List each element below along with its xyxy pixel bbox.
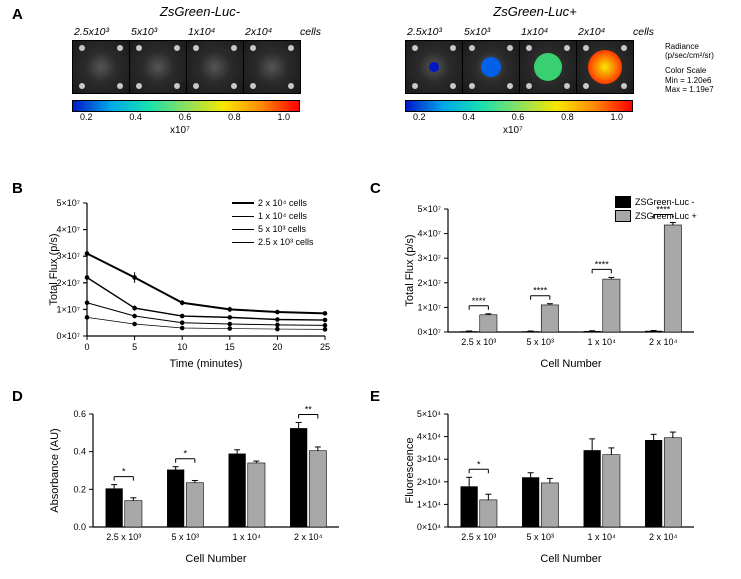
svg-text:**: ** [305,404,313,414]
panelD-chart: 0.0 0.2 0.4 0.6 * 2.5 x 10³ * 5 x 10³ 1 x 10⁴ ** 2… [45,400,345,565]
radiance-title: Radiance [665,42,735,51]
svg-text:5 x 10³: 5 x 10³ [526,532,554,542]
svg-text:15: 15 [225,342,235,352]
radiance-scale: Color Scale [665,66,735,75]
svg-text:Cell Number: Cell Number [540,553,601,565]
svg-text:2 x 10⁴: 2 x 10⁴ [294,532,323,542]
panelE-chart: 0×10⁴ 1×10⁴ 2×10⁴ 3×10⁴ 4×10⁴ 5×10⁴ * 2.5 x 10³… [400,400,700,565]
panelA-cellcount: 1x10⁴ [188,26,215,38]
panelA-left-title: ZsGreen-Luc- [110,4,290,19]
svg-text:5×10⁴: 5×10⁴ [417,409,441,419]
label-C: C [370,180,381,197]
panelA-right-cbunit: x10⁷ [503,125,523,136]
panelA-right-cellsword: cells [633,26,654,38]
panelB-legend-item: 1 x 10⁴ cells [232,211,307,221]
svg-text:25: 25 [320,342,330,352]
svg-text:Cell Number: Cell Number [185,553,246,565]
svg-text:Total Flux (p/s): Total Flux (p/s) [404,234,416,306]
label-A: A [12,6,23,23]
svg-text:Total Flux (p/s): Total Flux (p/s) [48,233,60,305]
svg-text:5×10⁷: 5×10⁷ [417,204,441,214]
svg-text:5 x 10³: 5 x 10³ [526,337,554,347]
svg-text:*: * [477,459,481,469]
panelA-radiance-box: Radiance (p/sec/cm²/sr) Color Scale Min … [665,42,735,94]
svg-text:****: **** [533,286,548,296]
label-D: D [12,388,23,405]
panelA-cellcount: 5x10³ [464,26,490,38]
svg-text:2 x 10⁴: 2 x 10⁴ [649,337,678,347]
panelA-cellcount: 5x10³ [131,26,157,38]
svg-text:1 x 10⁴: 1 x 10⁴ [233,532,262,542]
figure: A B C D E ZsGreen-Luc- ZsGreen-Luc+ 2.5x… [0,0,741,579]
svg-text:*: * [183,449,187,459]
svg-text:0×10⁴: 0×10⁴ [417,522,441,532]
svg-text:2×10⁴: 2×10⁴ [417,477,441,487]
panelB-chart: 0×10⁷1×10⁷2×10⁷3×10⁷4×10⁷5×10⁷0510152025… [45,195,335,370]
panelC-legend-neg: ZSGreen-Luc - [615,196,695,208]
svg-text:5 x 10³: 5 x 10³ [171,532,199,542]
panelA-right-cbticks: 0.20.40.60.81.0 [413,112,623,122]
panelB-legend-item: 5 x 10³ cells [232,224,306,234]
svg-text:1×10⁴: 1×10⁴ [417,499,441,509]
svg-text:5: 5 [132,342,137,352]
panelA-right-colorbar [405,100,633,112]
svg-text:****: **** [472,296,487,306]
svg-text:3×10⁷: 3×10⁷ [417,253,441,263]
svg-text:0.6: 0.6 [73,409,86,419]
panelA-left-cbunit: x10⁷ [170,125,190,136]
svg-text:0.0: 0.0 [73,522,86,532]
panelA-left-cellsword: cells [300,26,321,38]
panelA-left-colorbar [72,100,300,112]
panelB-legend-item: 2.5 x 10³ cells [232,237,314,247]
panelB-legend-item: 2 x 10⁴ cells [232,198,307,208]
svg-text:3×10⁴: 3×10⁴ [417,454,441,464]
svg-text:1 x 10⁴: 1 x 10⁴ [588,337,617,347]
panelA-cellcount: 2x10⁴ [578,26,605,38]
panelC-legend-pos: ZSGreen-Luc + [615,210,697,222]
label-E: E [370,388,380,405]
svg-text:0.2: 0.2 [73,484,86,494]
svg-text:4×10⁷: 4×10⁷ [56,225,80,235]
panelA-cellcount: 2.5x10³ [74,26,109,38]
panelA-right-title: ZsGreen-Luc+ [445,4,625,19]
svg-text:2 x 10⁴: 2 x 10⁴ [649,532,678,542]
svg-text:2.5 x 10³: 2.5 x 10³ [461,337,496,347]
svg-text:Absorbance (AU): Absorbance (AU) [49,428,61,512]
svg-text:*: * [122,467,126,477]
radiance-max: Max = 1.19e7 [665,85,735,94]
svg-text:2.5 x 10³: 2.5 x 10³ [461,532,496,542]
panelA-left-cbticks: 0.20.40.60.81.0 [80,112,290,122]
svg-text:1 x 10⁴: 1 x 10⁴ [588,532,617,542]
svg-text:0.4: 0.4 [73,447,86,457]
svg-text:****: **** [595,259,610,269]
radiance-units: (p/sec/cm²/sr) [665,51,735,60]
svg-text:2.5 x 10³: 2.5 x 10³ [106,532,141,542]
svg-text:4×10⁴: 4×10⁴ [417,432,441,442]
svg-text:0×10⁷: 0×10⁷ [417,327,441,337]
panelA-left-strip [72,40,301,94]
svg-text:20: 20 [272,342,282,352]
svg-text:Fluorescence: Fluorescence [404,437,416,503]
radiance-min: Min = 1.20e6 [665,76,735,85]
panelA-cellcount: 1x10⁴ [521,26,548,38]
svg-text:5×10⁷: 5×10⁷ [56,198,80,208]
svg-text:Cell Number: Cell Number [540,358,601,370]
label-B: B [12,180,23,197]
svg-text:0: 0 [84,342,89,352]
panelA-cellcount: 2x10⁴ [245,26,272,38]
svg-text:10: 10 [177,342,187,352]
svg-text:Time (minutes): Time (minutes) [170,358,243,370]
svg-text:4×10⁷: 4×10⁷ [417,229,441,239]
panelA-right-strip [405,40,634,94]
panelA-cellcount: 2.5x10³ [407,26,442,38]
svg-text:1×10⁷: 1×10⁷ [417,302,441,312]
svg-text:2×10⁷: 2×10⁷ [417,278,441,288]
svg-text:0×10⁷: 0×10⁷ [56,331,80,341]
